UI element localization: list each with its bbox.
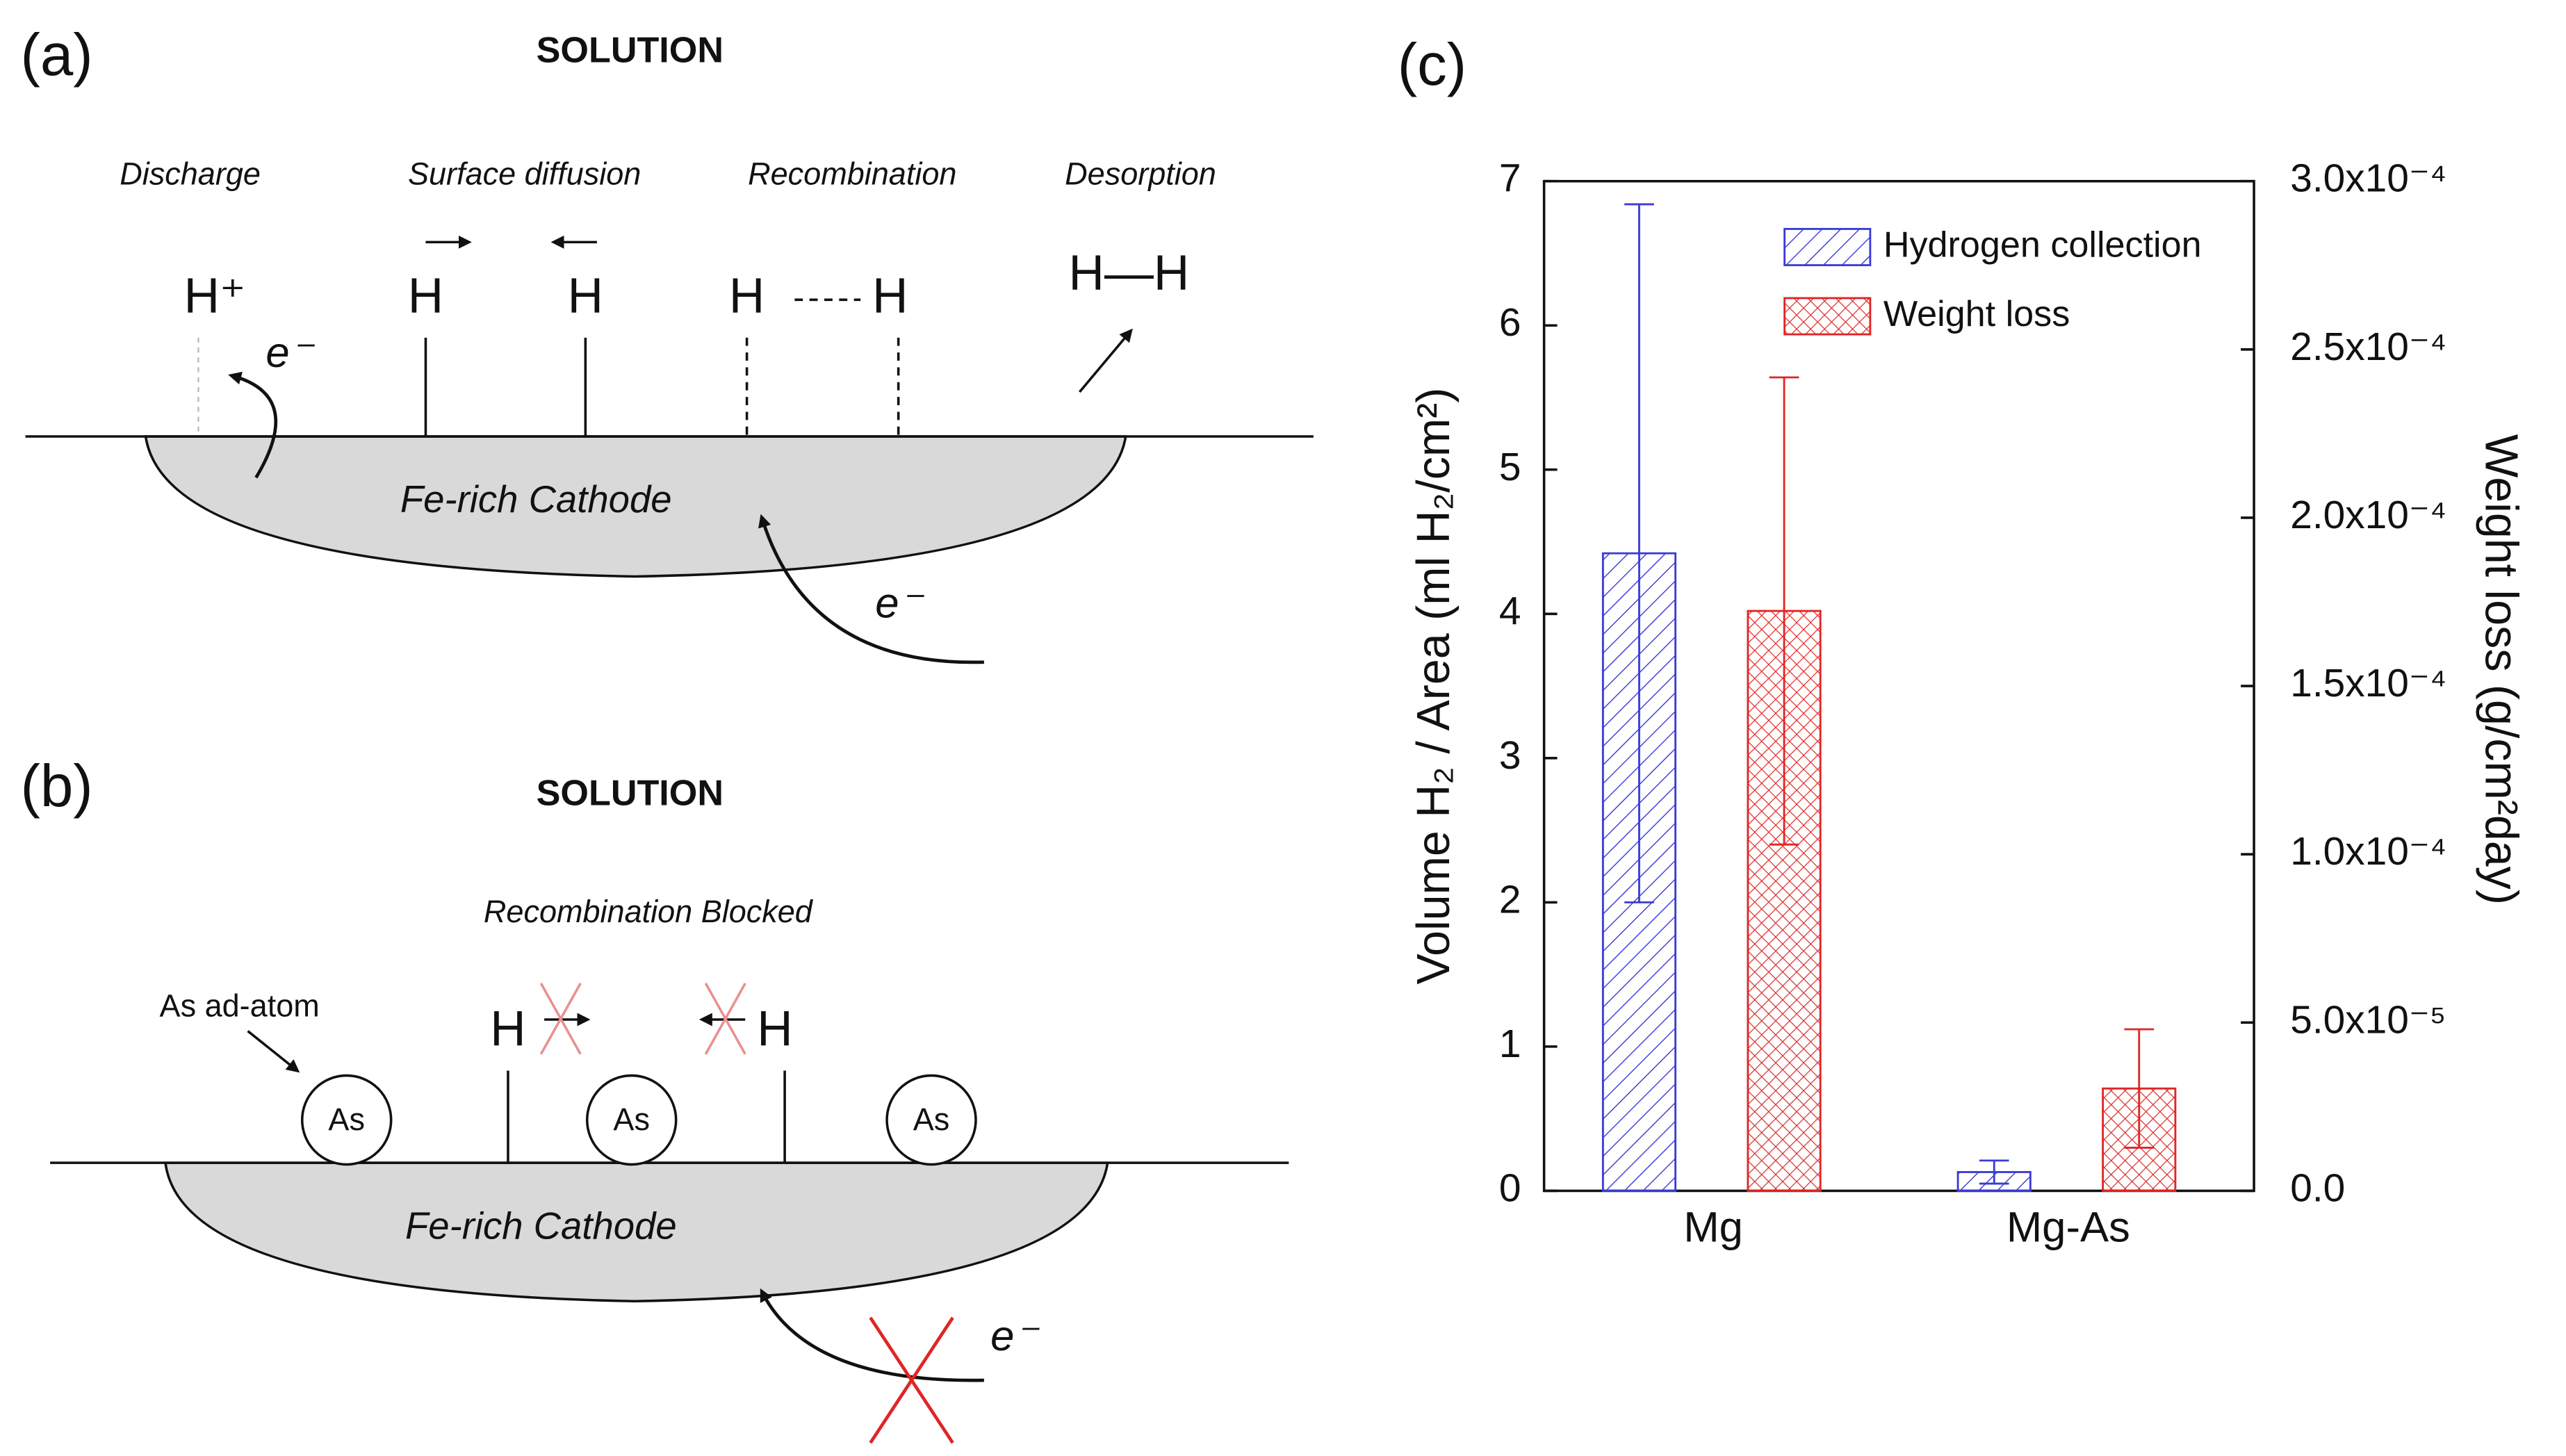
adatom-label: As ad-atom — [160, 988, 320, 1023]
step-label: Recombination — [748, 156, 956, 191]
panel-label: (a) — [20, 22, 92, 88]
block-cross — [539, 982, 582, 1055]
error-bar — [2124, 1028, 2155, 1149]
panel-b: (b) SOLUTION Recombination Blocked Fe-ri… — [20, 753, 1289, 1444]
legend-label: Hydrogen collection — [1883, 224, 2202, 265]
panel-label: (b) — [20, 753, 92, 819]
species: H — [729, 269, 765, 324]
y-tick-label: 0 — [1499, 1166, 1521, 1210]
y2-tick-label: 2.0x10⁻⁴ — [2290, 493, 2446, 537]
panel-a: (a) SOLUTION Discharge Surface diffusion… — [20, 22, 1314, 664]
solution-label: SOLUTION — [537, 31, 724, 71]
adatom-label: As — [328, 1102, 365, 1137]
arrow — [758, 514, 984, 664]
species: H — [490, 1002, 525, 1057]
y-tick-label: 6 — [1499, 301, 1521, 345]
arrow — [1078, 328, 1133, 393]
y-tick-label: 2 — [1499, 878, 1521, 922]
adatom — [885, 1074, 977, 1166]
adatom-label: As — [613, 1102, 650, 1137]
species: H — [757, 1002, 792, 1057]
caption: Recombination Blocked — [484, 894, 814, 929]
y2-tick-label: 2.5x10⁻⁴ — [2290, 325, 2446, 369]
species: H — [872, 269, 908, 324]
cathode — [163, 1161, 1109, 1303]
arrow — [760, 1288, 984, 1382]
x-tick-label: Mg — [1683, 1204, 1743, 1252]
panel-label: (c) — [1398, 32, 1466, 98]
species: H — [568, 269, 603, 324]
block-cross — [704, 982, 746, 1055]
cathode — [144, 435, 1127, 578]
step-label: Discharge — [120, 156, 261, 191]
y-tick-label: 5 — [1499, 445, 1521, 489]
legend-swatch — [1783, 297, 1872, 336]
solution-label: SOLUTION — [537, 773, 724, 813]
panel-c: (c) 0 1 2 3 4 5 6 7 0.0 5.0x10⁻⁵ 1.0x10⁻⁴ 1.5x10⁻⁴ 2… — [1398, 32, 2527, 1252]
step-label: Surface diffusion — [408, 156, 641, 191]
electron-label: e⁻ — [265, 329, 315, 377]
y2-tick-label: 3.0x10⁻⁴ — [2290, 157, 2446, 201]
arrow — [228, 371, 278, 479]
adatom — [300, 1074, 393, 1166]
species: H — [408, 269, 443, 324]
cathode-label: Fe-rich Cathode — [405, 1204, 677, 1247]
y2-axis-label: Weight loss (g/cm²day) — [2475, 434, 2526, 905]
block-cross — [869, 1316, 954, 1444]
y2-tick-label: 0.0 — [2290, 1166, 2345, 1210]
y-tick-label: 4 — [1499, 589, 1521, 633]
legend-label: Weight loss — [1883, 294, 2070, 334]
step-label: Desorption — [1065, 156, 1216, 191]
electron-label: e⁻ — [875, 579, 924, 627]
species: H⁺ — [184, 269, 246, 324]
error-bar — [1769, 376, 1799, 846]
y-tick-label: 7 — [1499, 157, 1521, 201]
y2-tick-label: 1.0x10⁻⁴ — [2290, 830, 2446, 874]
y-tick-label: 3 — [1499, 734, 1521, 778]
x-tick-label: Mg-As — [2007, 1204, 2130, 1252]
error-bar — [1979, 1159, 2009, 1185]
adatom — [585, 1074, 678, 1166]
y2-tick-label: 1.5x10⁻⁴ — [2290, 662, 2446, 705]
legend-swatch — [1783, 227, 1872, 266]
species: H—H — [1069, 246, 1190, 301]
adatom-label: As — [913, 1102, 950, 1137]
error-bar — [1624, 203, 1654, 903]
y2-tick-label: 5.0x10⁻⁵ — [2290, 998, 2446, 1042]
arrow — [247, 1030, 300, 1073]
y-axis-label: Volume H₂ / Area (ml H₂/cm²) — [1408, 388, 1460, 985]
cathode-label: Fe-rich Cathode — [400, 478, 672, 521]
electron-label: e⁻ — [990, 1312, 1040, 1360]
y-tick-label: 1 — [1499, 1022, 1521, 1066]
